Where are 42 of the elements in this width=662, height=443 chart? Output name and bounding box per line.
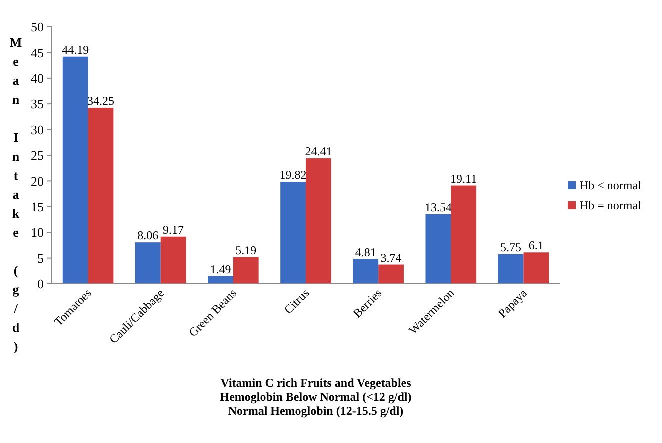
y-tick-label: 50	[31, 20, 44, 35]
bar	[524, 252, 550, 284]
bar	[62, 56, 88, 284]
data-label: 1.49	[210, 262, 232, 276]
bar	[160, 236, 186, 284]
data-label: 34.25	[87, 94, 114, 108]
bar	[426, 214, 452, 284]
bar	[498, 254, 524, 284]
bar	[88, 108, 114, 284]
data-label: 4.81	[355, 245, 376, 260]
y-axis-title: Mean Intake (g/d)	[8, 35, 24, 358]
y-tick-label: 15	[31, 199, 44, 214]
data-label: 19.11	[450, 172, 478, 186]
y-tick-label: 35	[31, 96, 44, 112]
bar	[353, 259, 379, 284]
data-label: 5.75	[500, 240, 522, 254]
data-label: 44.19	[62, 42, 90, 57]
bar	[451, 186, 477, 284]
bar	[378, 264, 404, 284]
y-tick-label: 25	[31, 148, 44, 164]
data-label: 24.41	[305, 144, 332, 159]
x-axis-title: Vitamin C rich Fruits and Vegetables Hemoglobin Below Normal (<12 g/dl) Normal Hemoglobin (12-15.5 g/dl)	[220, 376, 412, 418]
bar	[135, 242, 161, 284]
data-label: 8.06	[138, 228, 159, 243]
y-tick-label: 5	[38, 250, 44, 266]
bar	[280, 182, 306, 284]
data-label: 3.74	[380, 250, 402, 265]
legend-label: Hb = normal	[580, 198, 642, 213]
bar	[208, 276, 234, 284]
y-tick-label: 10	[31, 225, 44, 240]
y-tick-label: 20	[31, 174, 44, 189]
bar	[233, 257, 259, 284]
data-label: 5.19	[236, 243, 257, 258]
data-label: 19.82	[280, 168, 307, 182]
y-tick-label: 0	[38, 276, 44, 292]
bar	[306, 158, 332, 284]
data-label: 9.17	[163, 222, 184, 237]
y-tick-label: 45	[31, 45, 44, 60]
y-tick-label: 40	[31, 70, 44, 86]
legend-label: Hb < normal	[580, 178, 642, 193]
data-label: 6.1	[528, 238, 544, 253]
y-tick-label: 30	[31, 122, 44, 138]
